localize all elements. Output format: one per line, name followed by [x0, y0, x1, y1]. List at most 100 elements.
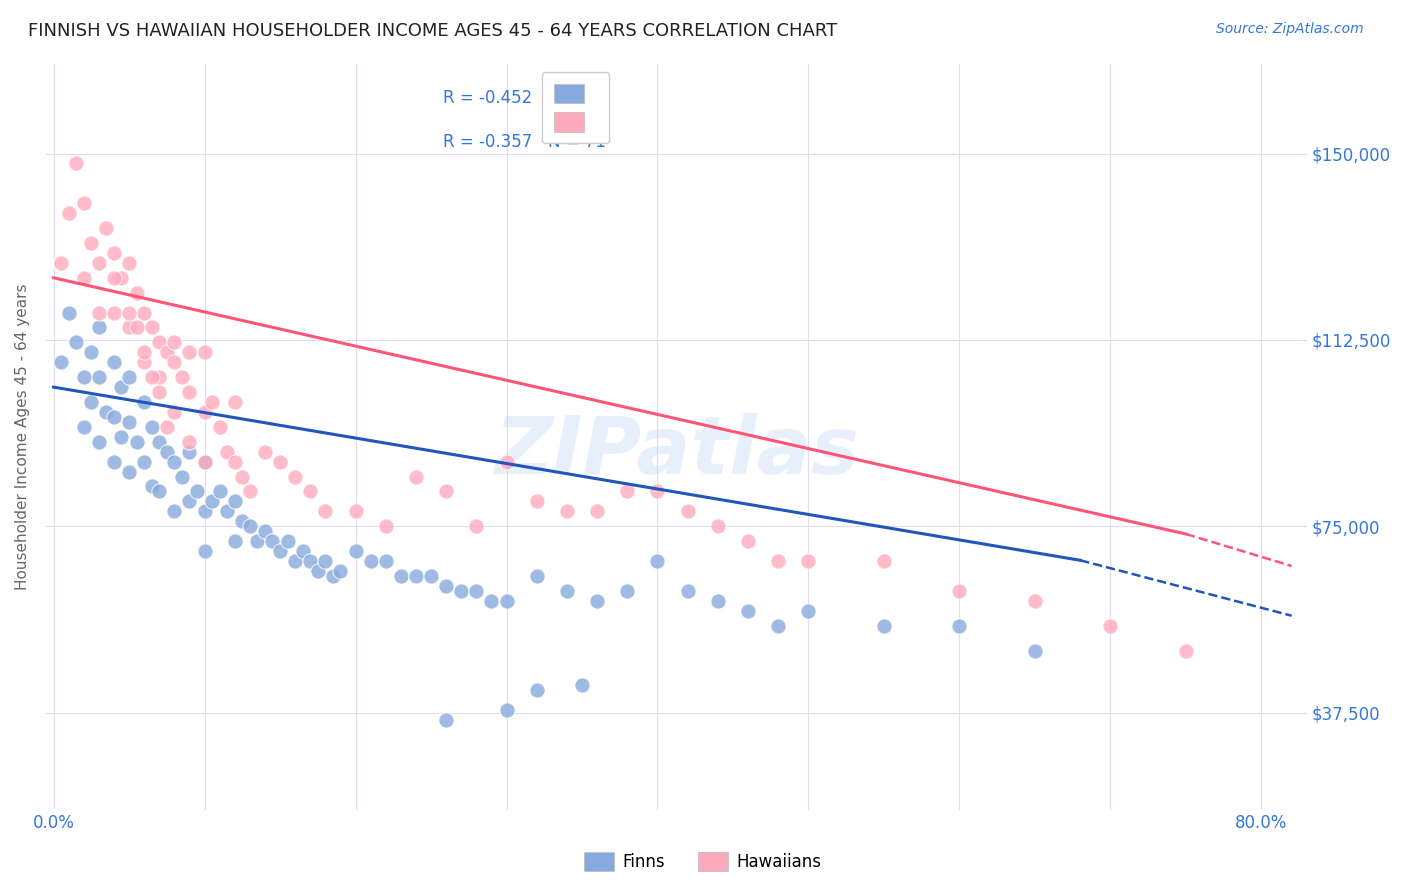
Point: [163, 504, 186, 518]
Point: [134, 345, 156, 359]
Point: [344, 544, 367, 558]
Point: [1024, 643, 1046, 657]
Point: [314, 554, 336, 568]
Point: [360, 554, 382, 568]
Point: [797, 604, 820, 618]
Point: [134, 355, 156, 369]
Point: [148, 370, 170, 384]
Point: [193, 504, 215, 518]
Point: [141, 320, 163, 334]
Point: [58, 206, 80, 220]
Point: [344, 504, 367, 518]
Point: [948, 618, 970, 632]
Point: [737, 534, 759, 549]
Point: [420, 569, 443, 583]
Point: [118, 256, 141, 270]
Point: [163, 355, 186, 369]
Point: [284, 469, 307, 483]
Point: [586, 504, 609, 518]
Point: [103, 355, 125, 369]
Point: [374, 554, 396, 568]
Point: [307, 564, 329, 578]
Point: [269, 455, 291, 469]
Point: [148, 335, 170, 350]
Point: [224, 534, 246, 549]
Y-axis label: Householder Income Ages 45 - 64 years: Householder Income Ages 45 - 64 years: [15, 284, 30, 590]
Point: [495, 594, 517, 608]
Point: [156, 444, 179, 458]
Point: [163, 405, 186, 419]
Point: [148, 385, 170, 400]
Point: [201, 494, 224, 508]
Point: [571, 678, 593, 692]
Point: [586, 594, 609, 608]
Point: [186, 484, 208, 499]
Point: [231, 514, 253, 528]
Point: [170, 469, 193, 483]
Point: [217, 444, 239, 458]
Point: [450, 583, 472, 598]
Point: [253, 524, 276, 539]
Point: [291, 544, 314, 558]
Point: [616, 484, 638, 499]
Legend:  ,  : ,: [543, 72, 609, 144]
Point: [125, 320, 148, 334]
Point: [103, 246, 125, 260]
Point: [193, 345, 215, 359]
Point: [170, 370, 193, 384]
Point: [299, 554, 322, 568]
Point: [797, 554, 820, 568]
Point: [526, 569, 548, 583]
Point: [676, 583, 699, 598]
Point: [1099, 618, 1122, 632]
Point: [148, 484, 170, 499]
Point: [134, 395, 156, 409]
Point: [73, 196, 96, 211]
Point: [239, 484, 262, 499]
Point: [239, 519, 262, 533]
Point: [179, 345, 201, 359]
Point: [768, 618, 790, 632]
Point: [134, 455, 156, 469]
Point: [141, 420, 163, 434]
Point: [224, 395, 246, 409]
Point: [314, 504, 336, 518]
Point: [58, 305, 80, 319]
Point: [156, 420, 179, 434]
Point: [434, 713, 457, 727]
Point: [65, 156, 87, 170]
Point: [118, 320, 141, 334]
Text: R = -0.452   N = 83: R = -0.452 N = 83: [443, 88, 606, 107]
Point: [647, 484, 669, 499]
Point: [329, 564, 352, 578]
Point: [465, 583, 488, 598]
Point: [201, 395, 224, 409]
Point: [948, 583, 970, 598]
Point: [277, 534, 299, 549]
Point: [87, 370, 110, 384]
Point: [269, 544, 291, 558]
Point: [103, 455, 125, 469]
Point: [179, 385, 201, 400]
Point: [707, 519, 730, 533]
Point: [647, 554, 669, 568]
Point: [526, 494, 548, 508]
Point: [231, 469, 253, 483]
Point: [873, 554, 896, 568]
Point: [49, 256, 72, 270]
Point: [873, 618, 896, 632]
Point: [156, 345, 179, 359]
Point: [262, 534, 284, 549]
Point: [73, 370, 96, 384]
Point: [208, 420, 231, 434]
Point: [434, 579, 457, 593]
Point: [134, 305, 156, 319]
Point: [179, 434, 201, 449]
Point: [299, 484, 322, 499]
Point: [208, 484, 231, 499]
Point: [322, 569, 344, 583]
Point: [80, 235, 103, 250]
Point: [616, 583, 638, 598]
Point: [110, 380, 132, 394]
Point: [224, 494, 246, 508]
